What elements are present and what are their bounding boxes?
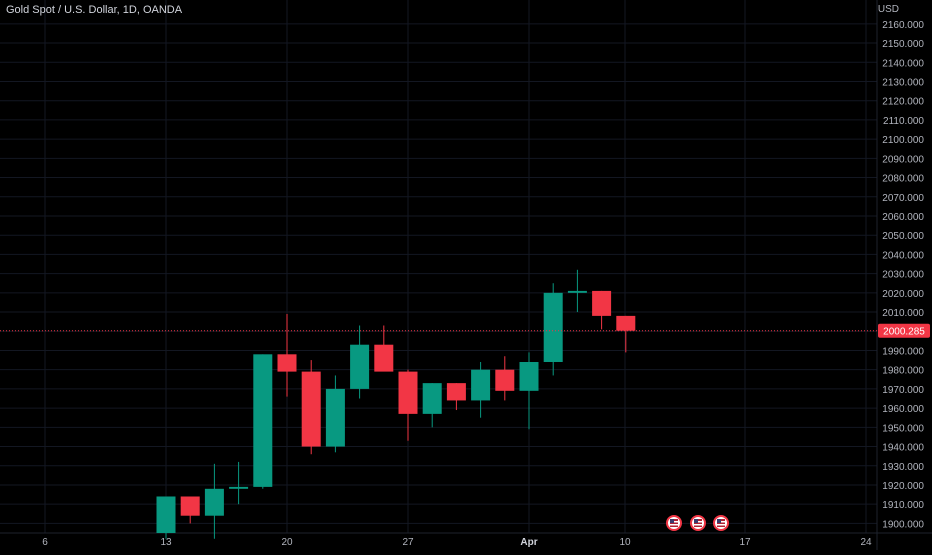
price-tick-label: 1980.000 bbox=[882, 366, 924, 377]
price-tick-label: 2110.000 bbox=[883, 116, 924, 127]
candle-body[interactable] bbox=[180, 496, 200, 516]
currency-label: USD bbox=[877, 4, 899, 15]
price-tick-label: 2100.000 bbox=[882, 135, 924, 146]
flag-canton bbox=[694, 519, 698, 523]
price-tick-label: 2080.000 bbox=[882, 174, 924, 185]
candle[interactable] bbox=[519, 352, 539, 430]
price-tick-label: 2130.000 bbox=[882, 77, 924, 88]
us-flag-event-icon[interactable] bbox=[713, 515, 729, 531]
candle-body[interactable] bbox=[301, 371, 321, 447]
flag-canton bbox=[670, 519, 674, 523]
price-tick-label: 1900.000 bbox=[882, 519, 924, 530]
candle[interactable] bbox=[398, 369, 418, 441]
candles[interactable] bbox=[156, 269, 636, 539]
candle-body[interactable] bbox=[446, 383, 466, 401]
candle[interactable] bbox=[180, 496, 200, 524]
flag-stripe-white bbox=[670, 524, 678, 526]
candle[interactable] bbox=[301, 360, 321, 455]
price-tick-label: 1960.000 bbox=[882, 404, 924, 415]
time-tick-label: 13 bbox=[160, 537, 172, 548]
candle[interactable] bbox=[446, 383, 466, 411]
candle[interactable] bbox=[495, 356, 515, 401]
price-tick-label: 2160.000 bbox=[882, 20, 924, 31]
price-tick-label: 2070.000 bbox=[882, 193, 924, 204]
price-tick-label: 2050.000 bbox=[882, 231, 924, 242]
us-flag-event-icon[interactable] bbox=[666, 515, 682, 531]
candle[interactable] bbox=[543, 283, 563, 376]
price-tick-label: 2040.000 bbox=[882, 250, 924, 261]
price-tick-label: 2120.000 bbox=[882, 97, 924, 108]
price-tick-label: 1950.000 bbox=[882, 423, 924, 434]
candle-body[interactable] bbox=[229, 486, 249, 489]
time-tick-label: 27 bbox=[402, 537, 414, 548]
flag-stripe-white bbox=[694, 524, 702, 526]
flag-canton bbox=[717, 519, 721, 523]
candle-body[interactable] bbox=[325, 388, 345, 447]
candle-body[interactable] bbox=[422, 383, 442, 414]
candle-body[interactable] bbox=[519, 362, 539, 391]
time-tick-label: 6 bbox=[42, 537, 48, 548]
candle[interactable] bbox=[229, 461, 249, 505]
time-axis[interactable]: 6 13 20 27 Apr 10 17 24 bbox=[42, 537, 872, 548]
time-tick-label: 17 bbox=[739, 537, 751, 548]
price-tick-label: 2030.000 bbox=[882, 270, 924, 281]
candle-body[interactable] bbox=[398, 371, 418, 414]
candle[interactable] bbox=[374, 325, 394, 372]
candle[interactable] bbox=[325, 375, 345, 453]
price-tick-label: 2020.000 bbox=[882, 289, 924, 300]
candle[interactable] bbox=[350, 325, 370, 399]
price-tick-label: 1990.000 bbox=[882, 346, 924, 357]
candle[interactable] bbox=[253, 354, 273, 489]
price-tick-label: 1920.000 bbox=[882, 481, 924, 492]
last-price-value: 2000.285 bbox=[883, 327, 925, 338]
last-price-badge bbox=[878, 323, 930, 338]
price-tick-label: 2140.000 bbox=[882, 58, 924, 69]
candle-body[interactable] bbox=[495, 369, 515, 391]
candle[interactable] bbox=[277, 313, 297, 397]
candle[interactable] bbox=[156, 496, 176, 539]
candle-body[interactable] bbox=[350, 344, 370, 389]
candle-body[interactable] bbox=[567, 290, 587, 293]
time-tick-label: Apr bbox=[520, 537, 537, 548]
candle-body[interactable] bbox=[616, 315, 636, 331]
candle[interactable] bbox=[592, 290, 612, 330]
price-tick-label: 1940.000 bbox=[882, 443, 924, 454]
candle-body[interactable] bbox=[156, 496, 176, 533]
time-tick-label: 20 bbox=[281, 537, 293, 548]
candle[interactable] bbox=[616, 315, 636, 353]
candle[interactable] bbox=[204, 463, 224, 539]
event-markers[interactable] bbox=[666, 515, 729, 531]
price-tick-label: 2060.000 bbox=[882, 212, 924, 223]
candle[interactable] bbox=[422, 383, 442, 428]
candle-body[interactable] bbox=[374, 344, 394, 372]
us-flag-event-icon[interactable] bbox=[690, 515, 706, 531]
flag-stripe-white bbox=[717, 524, 725, 526]
price-tick-label: 1910.000 bbox=[882, 500, 924, 511]
candle-body[interactable] bbox=[592, 290, 612, 316]
candle[interactable] bbox=[567, 269, 587, 313]
candle[interactable] bbox=[471, 362, 491, 418]
time-tick-label: 24 bbox=[860, 537, 872, 548]
price-tick-label: 1930.000 bbox=[882, 462, 924, 473]
candle-body[interactable] bbox=[204, 488, 224, 516]
candle-body[interactable] bbox=[543, 292, 563, 362]
time-tick-label: 10 bbox=[619, 537, 631, 548]
price-tick-label: 2150.000 bbox=[882, 39, 924, 50]
price-tick-label: 1970.000 bbox=[882, 385, 924, 396]
price-axis[interactable]: 1900.000 1910.000 1920.000 1930.000 1940.000… bbox=[0, 20, 930, 531]
candle-body[interactable] bbox=[253, 354, 273, 487]
candle-body[interactable] bbox=[471, 369, 491, 401]
candle-body[interactable] bbox=[277, 354, 297, 372]
price-tick-label: 2010.000 bbox=[882, 308, 924, 319]
symbol-legend: Gold Spot / U.S. Dollar, 1D, OANDA bbox=[6, 4, 183, 16]
price-tick-label: 2090.000 bbox=[882, 154, 924, 165]
